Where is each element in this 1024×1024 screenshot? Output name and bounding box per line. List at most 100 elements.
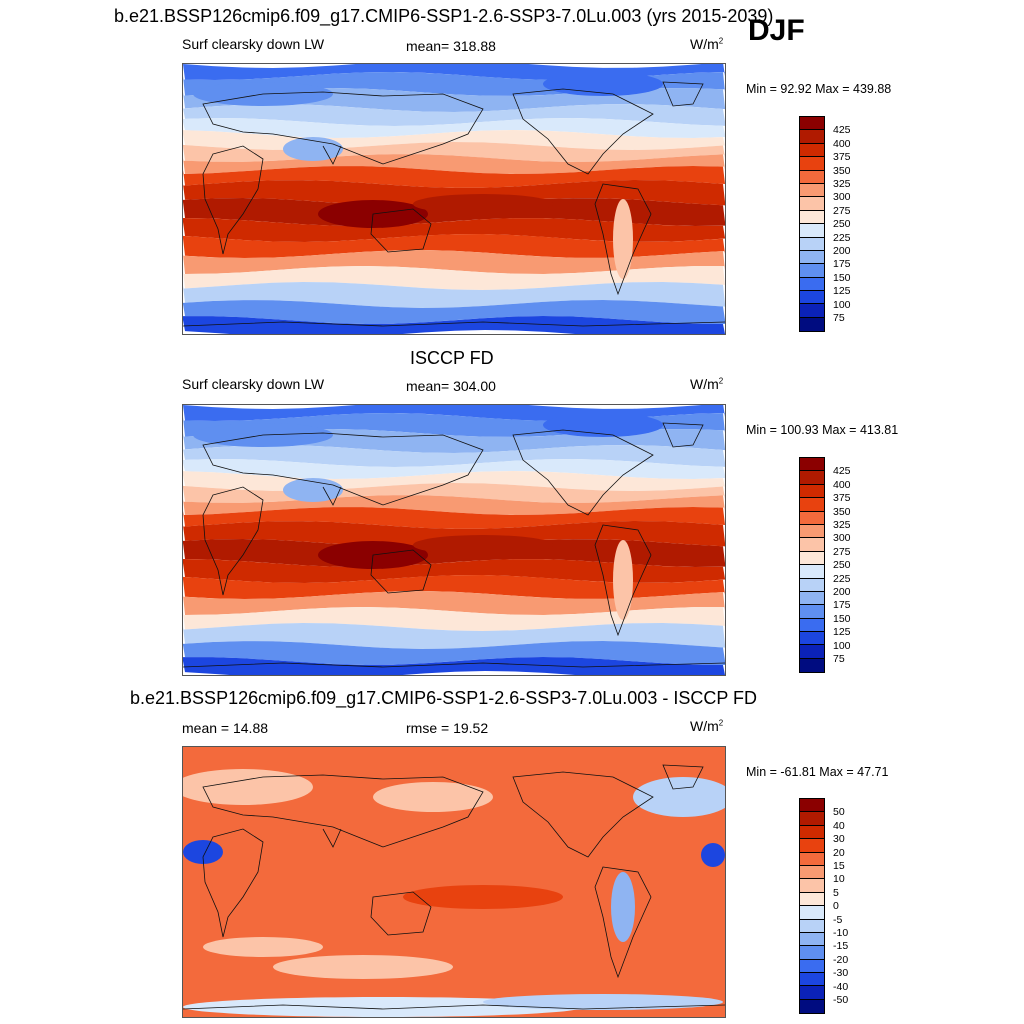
colorbar-tick-label: 375 bbox=[833, 151, 851, 164]
colorbar-swatch bbox=[800, 565, 824, 579]
colorbar-tick-label: 425 bbox=[833, 465, 851, 478]
contour-band bbox=[183, 266, 725, 290]
colorbar-swatch bbox=[800, 117, 824, 131]
colorbar-tick-label: 10 bbox=[833, 873, 845, 886]
colorbar-swatch bbox=[800, 317, 824, 332]
contour-band bbox=[183, 234, 725, 258]
contour-band bbox=[183, 282, 725, 308]
colorbar-swatch bbox=[800, 892, 824, 907]
panel-1-title: b.e21.BSSP126cmip6.f09_g17.CMIP6-SSP1-2.… bbox=[114, 6, 774, 26]
panel-2-contour-field bbox=[183, 405, 725, 675]
colorbar-swatch bbox=[800, 197, 824, 211]
colorbar-tick-label: 400 bbox=[833, 137, 851, 150]
colorbar-swatch bbox=[800, 458, 824, 472]
contour-band bbox=[183, 459, 725, 479]
colorbar-tick-label: 75 bbox=[833, 312, 845, 324]
panel-1-colorbar bbox=[799, 116, 825, 333]
panel-2-map bbox=[182, 404, 726, 676]
colorbar-tick-label: 300 bbox=[833, 532, 851, 545]
colorbar-swatch bbox=[800, 277, 824, 292]
colorbar-swatch bbox=[800, 799, 824, 813]
colorbar-swatch bbox=[800, 183, 824, 198]
contour-band bbox=[183, 591, 725, 615]
colorbar-tick-label: 250 bbox=[833, 218, 851, 231]
contour-patch bbox=[701, 843, 725, 867]
contour-patch bbox=[413, 535, 553, 555]
contour-patch bbox=[483, 994, 723, 1010]
colorbar-tick-label: 175 bbox=[833, 599, 851, 612]
coastlines bbox=[183, 764, 725, 1010]
colorbar-swatch bbox=[800, 865, 824, 880]
contour-patch bbox=[273, 955, 453, 979]
contour-patch bbox=[613, 540, 633, 620]
panel-3-map bbox=[182, 746, 726, 1018]
colorbar-tick-label: 325 bbox=[833, 178, 851, 190]
contour-patch bbox=[543, 413, 663, 437]
contour-band bbox=[183, 559, 725, 583]
contour-band bbox=[183, 607, 725, 631]
colorbar-swatch bbox=[800, 632, 824, 646]
contour-band bbox=[183, 575, 725, 599]
contour-patch bbox=[633, 777, 725, 817]
colorbar-swatch bbox=[800, 551, 824, 566]
contour-patch bbox=[203, 937, 323, 957]
colorbar-tick-label: 250 bbox=[833, 559, 851, 572]
colorbar-tick-label: 375 bbox=[833, 492, 851, 505]
colorbar-swatch bbox=[800, 932, 824, 947]
season-label: DJF bbox=[748, 14, 805, 47]
colorbar-tick-label: 125 bbox=[833, 285, 851, 298]
colorbar-swatch bbox=[800, 511, 824, 525]
panel-3-rmse: rmse = 19.52 bbox=[406, 720, 489, 736]
colorbar-swatch bbox=[800, 471, 824, 485]
panel-2-title: ISCCP FD bbox=[410, 348, 494, 368]
contour-patch bbox=[611, 872, 635, 942]
colorbar-swatch bbox=[800, 999, 824, 1014]
colorbar-tick-label: 275 bbox=[833, 204, 851, 217]
colorbar-swatch bbox=[800, 538, 824, 552]
colorbar-tick-label: 40 bbox=[833, 819, 845, 832]
colorbar-swatch bbox=[800, 812, 824, 826]
colorbar-swatch bbox=[800, 839, 824, 853]
colorbar-tick-label: 325 bbox=[833, 519, 851, 531]
colorbar-tick-label: 225 bbox=[833, 231, 851, 244]
colorbar-swatch bbox=[800, 973, 824, 987]
panel-3-title: b.e21.BSSP126cmip6.f09_g17.CMIP6-SSP1-2.… bbox=[130, 688, 758, 708]
colorbar-tick-label: -10 bbox=[833, 927, 849, 939]
colorbar-swatch bbox=[800, 304, 824, 318]
panel-1-map bbox=[182, 63, 726, 335]
panel-1-variable-label: Surf clearsky down LW bbox=[182, 36, 325, 52]
contour-patch bbox=[543, 72, 663, 96]
panel-3-minmax: Min = -61.81 Max = 47.71 bbox=[746, 765, 889, 779]
panel-3-colorbar bbox=[799, 798, 825, 1015]
colorbar-swatch bbox=[800, 618, 824, 633]
contour-band bbox=[183, 300, 725, 324]
colorbar-swatch bbox=[800, 946, 824, 960]
colorbar-swatch bbox=[800, 264, 824, 278]
contour-band bbox=[183, 445, 725, 467]
colorbar-swatch bbox=[800, 578, 824, 592]
colorbar-tick-label: -20 bbox=[833, 953, 849, 966]
colorbar-swatch bbox=[800, 605, 824, 619]
colorbar-tick-label: -5 bbox=[833, 913, 843, 926]
panel-1-mean: mean= 318.88 bbox=[406, 38, 496, 54]
colorbar-swatch bbox=[800, 645, 824, 659]
colorbar-tick-label: 200 bbox=[833, 245, 851, 257]
colorbar-tick-label: 275 bbox=[833, 545, 851, 558]
panel-3-contour-field bbox=[183, 747, 725, 1017]
panel-1-contour-field bbox=[183, 64, 725, 334]
panel-2-colorbar bbox=[799, 457, 825, 674]
colorbar-tick-label: 150 bbox=[833, 271, 851, 284]
panel-2-units: W/m2 bbox=[690, 376, 724, 392]
contour-band bbox=[183, 641, 725, 665]
panel-1-minmax: Min = 92.92 Max = 439.88 bbox=[746, 82, 892, 96]
colorbar-tick-label: 125 bbox=[833, 626, 851, 639]
colorbar-swatch bbox=[800, 986, 824, 1000]
colorbar-tick-label: 20 bbox=[833, 846, 845, 859]
colorbar-swatch bbox=[800, 143, 824, 158]
colorbar-tick-label: 425 bbox=[833, 124, 851, 137]
colorbar-tick-label: 50 bbox=[833, 806, 845, 819]
contour-band bbox=[183, 250, 725, 274]
colorbar-swatch bbox=[800, 825, 824, 840]
colorbar-tick-label: -15 bbox=[833, 940, 849, 953]
colorbar-tick-label: 350 bbox=[833, 164, 851, 177]
